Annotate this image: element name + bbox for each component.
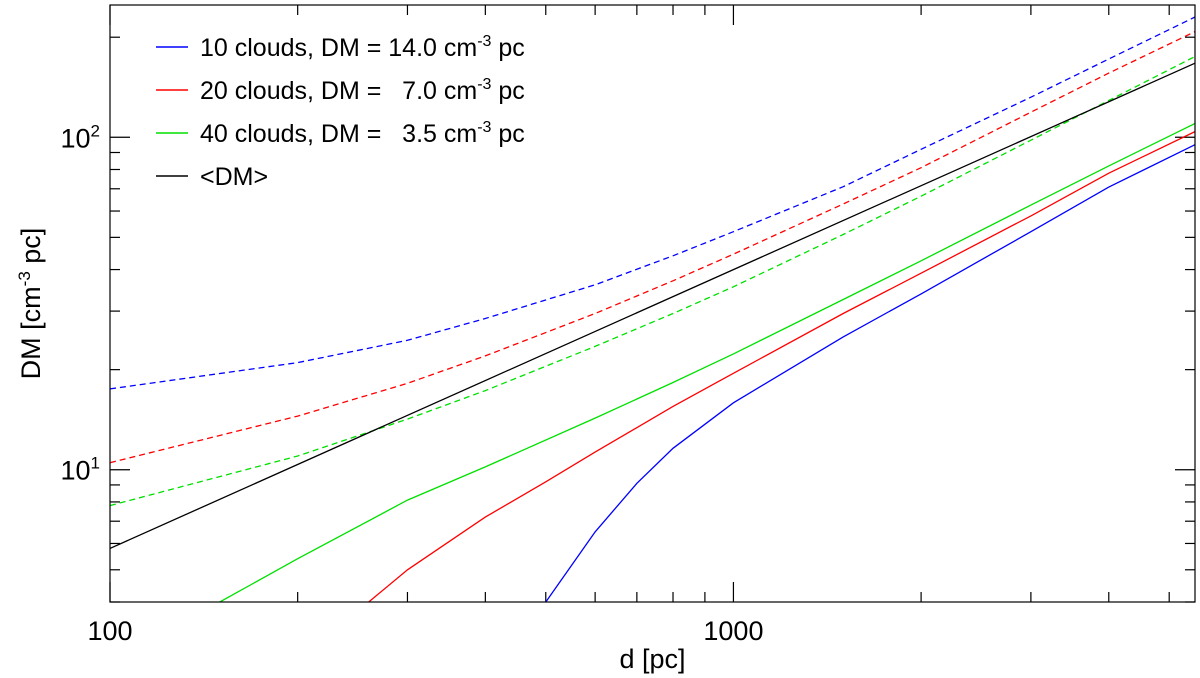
y-tick-base: 10	[60, 456, 90, 486]
series-line-2	[110, 16, 1195, 390]
series-line-3	[368, 131, 1195, 602]
y-label-exponent: -3	[15, 271, 34, 286]
y-tick-label: 101	[60, 454, 100, 486]
series-layer	[110, 16, 1195, 602]
legend-text-part: 20 clouds, DM = 7.0 cm	[200, 77, 477, 105]
series-line-7	[110, 62, 1195, 549]
legend-text-part: pc	[491, 34, 524, 62]
legend-exponent: -3	[477, 119, 491, 136]
x-axis-label: d [pc]	[619, 644, 685, 674]
y-label-part: pc]	[16, 228, 46, 272]
legend-text-part: <DM>	[200, 163, 268, 191]
series-line-1	[545, 144, 1195, 602]
series-line-4	[110, 31, 1195, 464]
legend-entry: <DM>	[200, 163, 268, 191]
legend-text-part: pc	[491, 77, 524, 105]
axis-ticks	[109, 5, 1195, 603]
y-tick-exponent: 1	[91, 454, 100, 473]
y-label-part: DM [cm	[16, 286, 46, 379]
series-line-6	[110, 55, 1195, 507]
legend-entry: 10 clouds, DM = 14.0 cm-3 pc	[200, 33, 525, 62]
series-line-5	[219, 122, 1195, 602]
legend-text-part: 10 clouds, DM = 14.0 cm	[200, 34, 477, 62]
x-tick-label: 1000	[703, 616, 763, 646]
plot-frame	[109, 4, 1196, 603]
legend-exponent: -3	[477, 33, 491, 50]
y-tick-exponent: 2	[91, 121, 100, 140]
legend-exponent: -3	[477, 76, 491, 93]
x-tick-label: 100	[87, 616, 132, 646]
legend-entry: 40 clouds, DM = 3.5 cm-3 pc	[200, 119, 525, 148]
legend-text-part: pc	[491, 120, 524, 148]
legend-text-part: 40 clouds, DM = 3.5 cm	[200, 120, 477, 148]
y-tick-label: 102	[60, 121, 100, 153]
legend-entry: 20 clouds, DM = 7.0 cm-3 pc	[200, 76, 525, 105]
y-axis-label: DM [cm-3 pc]	[15, 228, 46, 380]
y-tick-base: 10	[60, 123, 90, 153]
